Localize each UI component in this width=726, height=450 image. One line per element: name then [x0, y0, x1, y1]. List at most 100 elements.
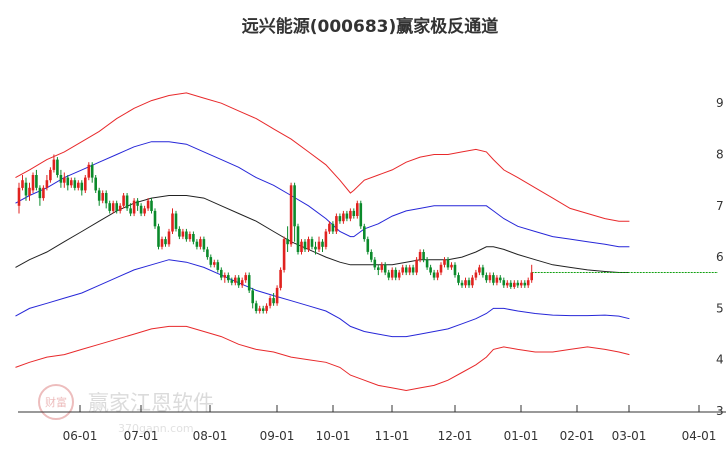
- candle-body: [453, 264, 457, 276]
- candle-48: [185, 228, 188, 242]
- candle-body: [324, 231, 328, 247]
- candle-54: [206, 246, 209, 260]
- candle-body: [143, 208, 146, 214]
- y-tick-label: 3: [716, 404, 724, 418]
- candle-66: [247, 272, 251, 293]
- candle-1: [21, 175, 24, 191]
- candle-121: [439, 262, 443, 276]
- candle-37: [146, 198, 150, 211]
- candle-76: [282, 236, 286, 273]
- candle-body: [303, 241, 307, 250]
- y-axis: 3 4 5 6 7 8 9: [716, 96, 724, 418]
- candle-body: [485, 275, 488, 281]
- candle-body: [73, 180, 77, 188]
- y-tick-label: 9: [716, 96, 724, 110]
- candle-body: [63, 177, 66, 183]
- candle-127: [460, 280, 464, 288]
- watermark-badge-text: 财富: [45, 395, 67, 409]
- candle-body: [35, 175, 38, 188]
- candle-body: [506, 282, 509, 286]
- candle-70: [261, 305, 265, 314]
- candle-body: [56, 159, 59, 175]
- candle-body: [258, 308, 261, 311]
- candle-56: [213, 259, 216, 268]
- candle-body: [314, 246, 317, 250]
- candle-body: [342, 213, 345, 222]
- y-tick-label: 5: [716, 301, 724, 315]
- candle-106: [387, 269, 390, 281]
- candle-body: [300, 241, 303, 252]
- band-outer-lower: [15, 325, 630, 392]
- candle-62: [234, 275, 237, 286]
- candle-101: [370, 249, 373, 263]
- candle-58: [220, 267, 223, 281]
- candle-28: [115, 200, 118, 214]
- candle-body: [254, 303, 258, 311]
- candle-5: [35, 169, 38, 191]
- candle-131: [474, 269, 478, 281]
- candle-body: [139, 205, 143, 214]
- band-middle: [15, 195, 630, 273]
- candle-116: [422, 249, 425, 263]
- candle-12: [59, 169, 63, 188]
- candle-body: [247, 275, 251, 291]
- candle-16: [73, 177, 77, 191]
- candle-body: [370, 252, 373, 260]
- candle-body: [223, 275, 227, 278]
- candle-63: [237, 275, 240, 288]
- candle-142: [513, 280, 516, 289]
- x-tick-label: 03-01: [612, 429, 647, 443]
- candle-body: [328, 223, 331, 232]
- candle-112: [408, 264, 411, 276]
- candle-body: [115, 203, 118, 211]
- candle-body: [401, 267, 404, 273]
- candle-143: [516, 280, 520, 288]
- candle-126: [457, 272, 460, 286]
- candle-body: [237, 277, 240, 286]
- watermark-badge-icon: [38, 384, 74, 420]
- candle-body: [265, 305, 268, 311]
- candle-79: [293, 182, 296, 242]
- candle-body: [471, 277, 474, 286]
- candle-body: [52, 159, 56, 170]
- candle-119: [432, 269, 436, 281]
- x-tick-label: 10-01: [316, 429, 351, 443]
- candle-body: [129, 208, 132, 214]
- x-tick-label: 06-01: [63, 429, 98, 443]
- candle-42: [164, 236, 167, 247]
- candle-93: [342, 210, 345, 224]
- candle-84: [310, 236, 314, 250]
- candle-body: [28, 187, 31, 196]
- candle-61: [230, 277, 234, 286]
- candle-87: [321, 239, 324, 252]
- candle-77: [286, 226, 289, 252]
- candle-88: [324, 228, 328, 250]
- candle-body: [167, 231, 171, 245]
- candle-body: [70, 180, 73, 186]
- candle-body: [282, 239, 286, 270]
- candle-body: [446, 259, 450, 268]
- candle-30: [122, 193, 125, 209]
- candle-body: [101, 193, 104, 201]
- candle-133: [481, 264, 485, 278]
- candle-body: [66, 177, 70, 186]
- candle-body: [432, 272, 436, 278]
- candle-body: [408, 267, 411, 273]
- candle-body: [111, 203, 115, 211]
- candle-body: [502, 280, 506, 286]
- candle-96: [352, 208, 356, 219]
- candle-75: [279, 267, 282, 291]
- candle-31: [125, 193, 129, 211]
- candle-body: [31, 175, 35, 191]
- candle-114: [415, 257, 418, 276]
- candle-body: [244, 275, 247, 281]
- candle-body: [293, 185, 296, 227]
- candle-50: [192, 231, 195, 245]
- candle-120: [436, 269, 439, 281]
- band-inner-lower: [15, 259, 630, 338]
- watermark-url: 370gann.com: [118, 422, 194, 435]
- candle-body: [481, 267, 485, 276]
- candle-body: [206, 249, 209, 258]
- candle-122: [443, 257, 446, 268]
